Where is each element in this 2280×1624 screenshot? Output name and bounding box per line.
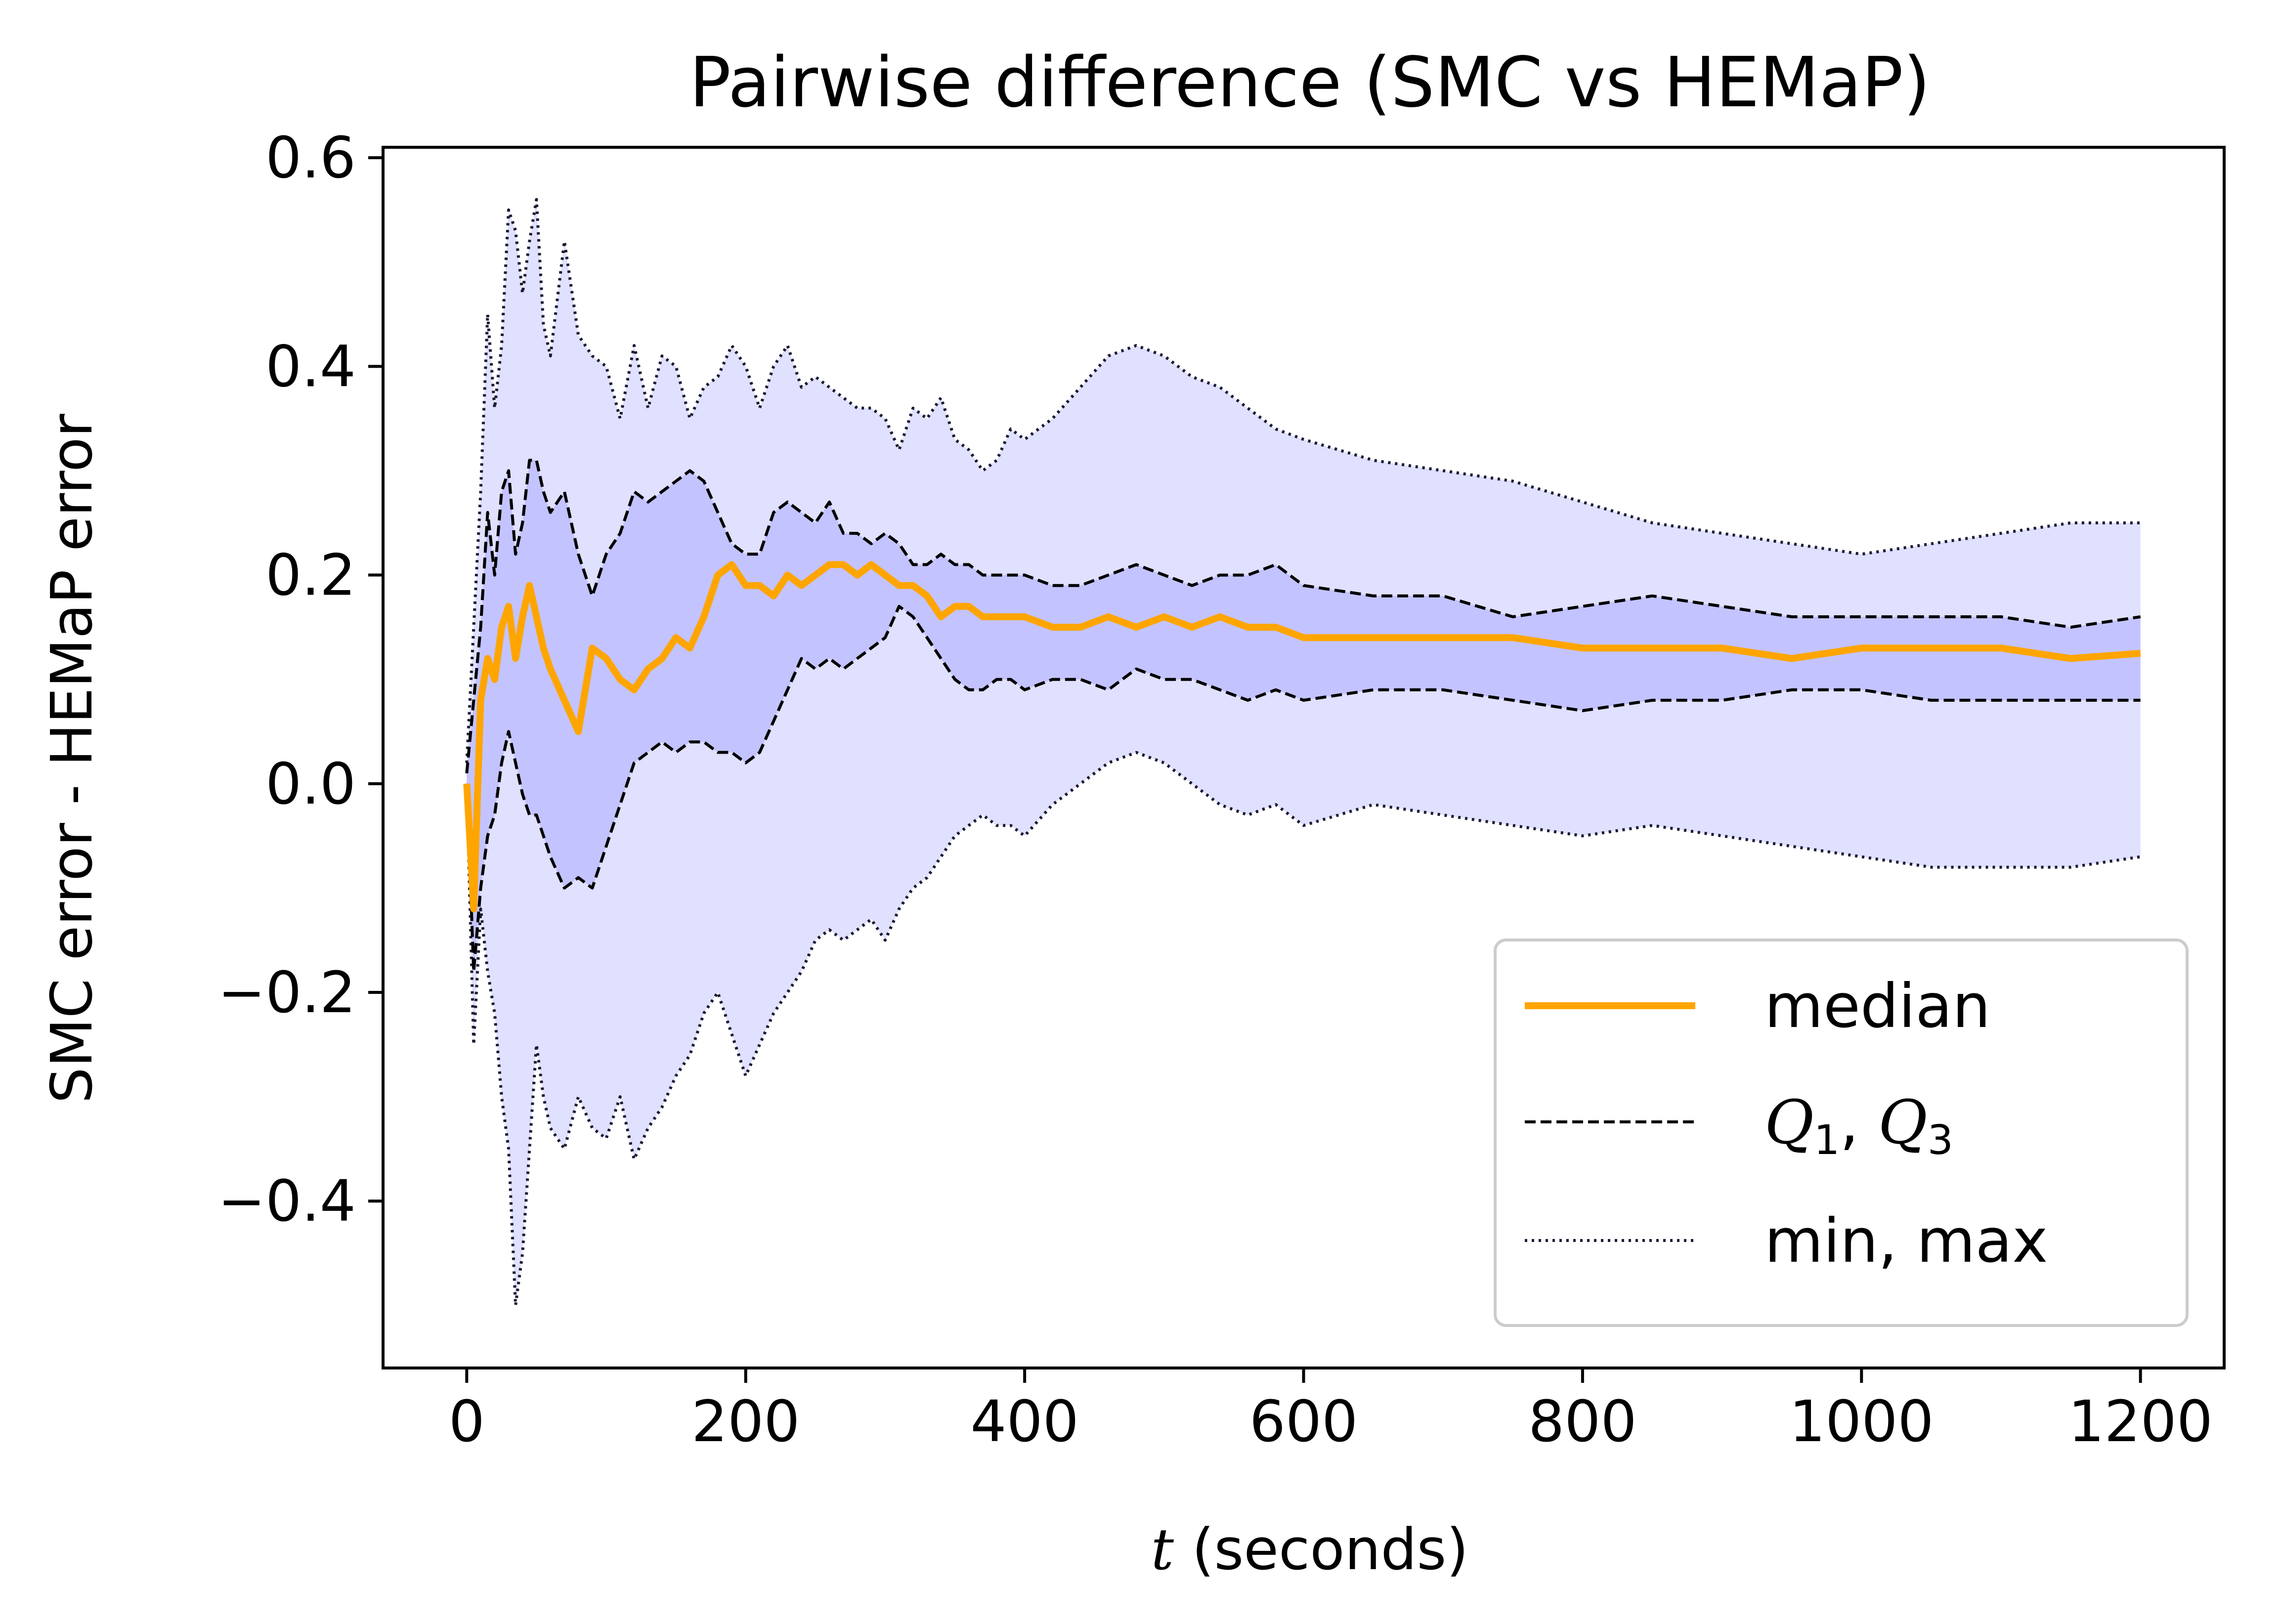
legend-q3-letter: Q bbox=[1878, 1087, 1928, 1157]
x-tick-label: 400 bbox=[970, 1389, 1079, 1455]
y-tick-label: 0.2 bbox=[265, 543, 356, 609]
series-max-line bbox=[465, 198, 2141, 763]
x-tick-label: 200 bbox=[691, 1389, 800, 1455]
legend-q1-sub: 1 bbox=[1814, 1117, 1840, 1164]
x-tick-label: 600 bbox=[1249, 1389, 1358, 1455]
iqr-band bbox=[467, 460, 2141, 972]
series-q3-line bbox=[465, 459, 2141, 773]
x-tick-label: 0 bbox=[449, 1389, 485, 1455]
y-tick-label: 0.6 bbox=[265, 125, 356, 191]
range-band bbox=[467, 199, 2141, 1306]
legend-quartiles-label: Q1, Q3 bbox=[1764, 1087, 1953, 1164]
x-tick-label: 1000 bbox=[1789, 1389, 1934, 1455]
y-tick-label: 0.4 bbox=[265, 334, 356, 400]
x-axis-variable: t bbox=[1151, 1517, 1174, 1583]
plot-area bbox=[463, 198, 2141, 1307]
legend-frame bbox=[1494, 939, 2189, 1327]
legend-q1-letter: Q bbox=[1764, 1087, 1814, 1157]
legend-quartiles-comma: , bbox=[1840, 1087, 1878, 1157]
legend-median-label: median bbox=[1764, 971, 1990, 1041]
x-tick-label: 800 bbox=[1528, 1389, 1637, 1455]
x-axis-title: t (seconds) bbox=[1151, 1517, 1469, 1583]
chart-title: Pairwise difference (SMC vs HEMaP) bbox=[689, 43, 1931, 123]
axis-ticks: 0 200 400 600 800 1000 1200 −0.4 −0.2 0.0 0.2 0.4 0.… bbox=[218, 125, 2213, 1455]
legend: median Q1, Q3 min, max bbox=[1494, 939, 2189, 1327]
legend-minmax-label: min, max bbox=[1764, 1206, 2048, 1276]
y-axis-title: SMC error - HEMaP error bbox=[39, 414, 105, 1104]
y-tick-label: −0.2 bbox=[218, 960, 356, 1026]
x-tick-label: 1200 bbox=[2068, 1389, 2213, 1455]
legend-q3-sub: 3 bbox=[1928, 1117, 1953, 1164]
series-min-line bbox=[465, 751, 2141, 1307]
series-median-line bbox=[463, 561, 2141, 913]
y-tick-label: −0.4 bbox=[218, 1168, 356, 1235]
series-q1-line bbox=[465, 604, 2141, 973]
y-tick-label: 0.0 bbox=[265, 751, 356, 817]
x-axis-unit: (seconds) bbox=[1174, 1517, 1468, 1583]
